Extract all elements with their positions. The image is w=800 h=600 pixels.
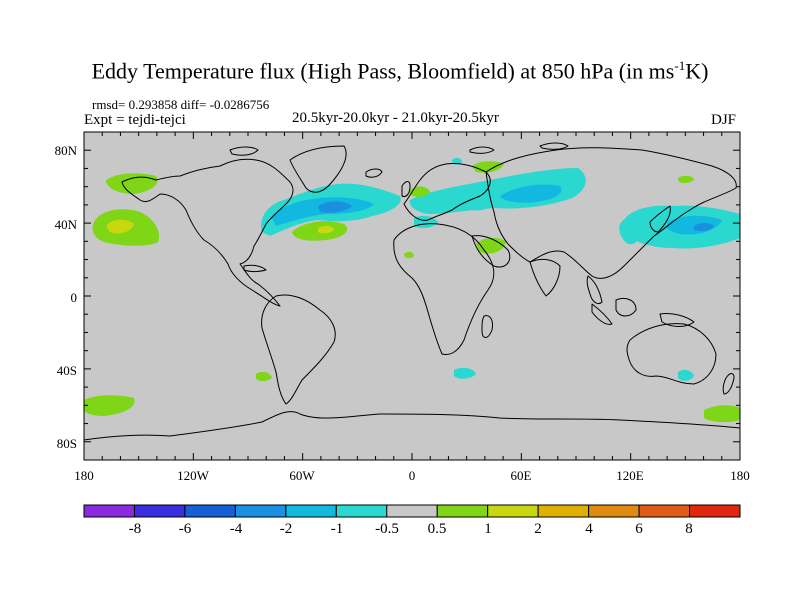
coast-new-zealand [722, 373, 735, 395]
coast-british-isles [401, 181, 411, 197]
colorbar-swatch [487, 504, 539, 518]
colorbar-label: 8 [685, 521, 693, 537]
colorbar-label: -4 [230, 521, 243, 537]
positive-anomaly-cores [106, 219, 334, 234]
lon-label: 60E [511, 468, 532, 483]
negative-anomaly-inner [318, 201, 714, 232]
colorbar-label: 2 [534, 521, 542, 537]
colorbar-label: 6 [635, 521, 643, 537]
colorbar-swatch [386, 504, 438, 518]
anomaly-eurasia [409, 168, 586, 214]
colorbar-swatch [83, 504, 135, 518]
anomaly-bering [106, 173, 158, 194]
lon-label: 60W [289, 468, 315, 483]
coast-greenland [289, 145, 347, 193]
colorbar-swatch [588, 504, 640, 518]
anomaly-south-australia [678, 369, 694, 381]
inner-north-pacific [694, 223, 714, 232]
anomaly-west-europe [410, 186, 430, 197]
coast-asia [485, 147, 737, 279]
coast-new-guinea [659, 313, 695, 327]
lon-label: 120W [177, 468, 210, 483]
colorbar-label: -1 [331, 521, 344, 537]
coast-sumatra [591, 303, 613, 325]
colorbar-label: -6 [179, 521, 192, 537]
plot-title: Eddy Temperature flux (High Pass, Bloomf… [0, 58, 800, 84]
colorbar-label: -2 [280, 521, 293, 537]
inner-north-atlantic [318, 201, 352, 213]
coastlines [84, 142, 740, 441]
coast-borneo [615, 297, 637, 317]
coast-south-america [261, 294, 336, 405]
coast-southeast-asia [586, 275, 603, 305]
coast-japan [649, 205, 671, 233]
coast-iceland [365, 168, 383, 178]
coast-north-america [121, 158, 294, 307]
colorbar-label: -0.5 [375, 521, 399, 537]
coast-australia [626, 323, 717, 385]
season-label: DJF [711, 112, 737, 128]
colorbar-swatch [689, 504, 741, 518]
colorbar-swatch [638, 504, 691, 518]
lat-label: 40N [55, 217, 78, 232]
coast-antarctica [84, 411, 740, 441]
title-superscript: -1 [674, 58, 686, 73]
lat-label: 0 [71, 290, 78, 305]
positive-anomaly-regions [84, 161, 740, 423]
coast-india [529, 258, 561, 297]
axis-ticks [83, 131, 741, 461]
lat-label: 40S [57, 363, 77, 378]
anomaly-south-pacific [84, 395, 135, 416]
colorbar-label: 4 [585, 521, 593, 537]
lat-label: 80S [57, 436, 77, 451]
anomaly-central-asia [464, 198, 490, 211]
core-subtropical-atlantic [318, 225, 334, 234]
experiment-label: Expt = tejdi-tejci [84, 112, 186, 128]
colorbar-swatch [537, 504, 590, 518]
anomaly-southern-ocean [454, 367, 476, 379]
colorbar-label: 0.5 [428, 521, 447, 537]
colorbar-label: 1 [484, 521, 492, 537]
anomaly-south-america [256, 371, 272, 381]
anomaly-barents [472, 161, 504, 173]
colorbar-swatch [285, 504, 337, 518]
title-unit-end: K) [685, 58, 709, 84]
title-text: Eddy Temperature flux (High Pass, Bloomf… [91, 58, 675, 84]
latitude-labels: 80N 40N 0 40S 80S [55, 143, 78, 451]
colorbar-swatch [335, 504, 388, 518]
anomaly-south-pacific-west [704, 405, 740, 423]
coast-africa [393, 223, 495, 355]
core-eurasia [500, 184, 562, 203]
map-background [84, 132, 740, 460]
coast-arctic-islands [229, 142, 569, 156]
anomaly-east-asia [619, 216, 646, 245]
rmsd-diff-stats: rmsd= 0.293858 diff= -0.0286756 [92, 97, 270, 112]
anomaly-north-america [678, 175, 694, 183]
colorbar-swatch [133, 504, 186, 518]
coast-arabia [471, 235, 511, 268]
colorbar [83, 504, 741, 518]
period-label: 20.5kyr-20.0kyr - 21.0kyr-20.5kyr [292, 110, 499, 126]
colorbar-label: -8 [129, 521, 142, 537]
colorbar-swatch [234, 504, 287, 518]
longitude-labels: 180 120W 60W 0 60E 120E 180 [74, 468, 750, 483]
lon-label: 180 [74, 468, 94, 483]
coast-europe [403, 163, 491, 221]
core-north-pacific-east [106, 219, 134, 234]
lon-label: 180 [730, 468, 750, 483]
coast-madagascar [481, 315, 493, 338]
colorbar-swatch [436, 504, 489, 518]
anomaly-sahara [404, 251, 414, 259]
lon-label: 120E [616, 468, 644, 483]
lat-label: 80N [55, 143, 78, 158]
colorbar-labels: -8 -6 -4 -2 -1 -0.5 0.5 1 2 4 6 8 [129, 521, 693, 537]
coast-cuba [243, 264, 267, 272]
colorbar-swatch [184, 504, 236, 518]
lon-label: 0 [409, 468, 416, 483]
anomaly-contours [84, 142, 740, 441]
